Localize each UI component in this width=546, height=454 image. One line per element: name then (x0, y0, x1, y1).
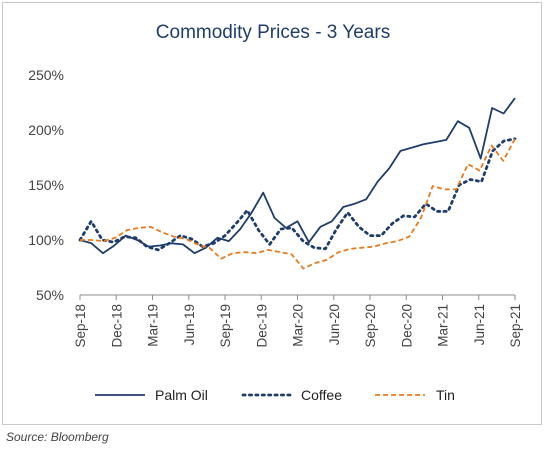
x-tick-label: Mar-19 (146, 304, 161, 347)
x-tick-label: Sep-19 (218, 304, 233, 348)
y-tick-label: 150% (28, 177, 64, 193)
x-tick-label: Mar-21 (436, 304, 451, 347)
source-note: Source: Bloomberg (6, 430, 109, 444)
y-tick-label: 250% (28, 67, 64, 83)
x-tick-label: Dec-20 (399, 304, 414, 348)
x-tick-label: Jun-21 (472, 304, 487, 345)
chart-title: Commodity Prices - 3 Years (155, 22, 391, 43)
y-tick-label: 100% (28, 232, 64, 248)
legend-label: Tin (436, 387, 455, 403)
x-tick-label: Jun-19 (182, 304, 197, 345)
legend-label: Coffee (301, 387, 342, 403)
series-line-tin (80, 138, 516, 270)
plot-area (78, 97, 517, 270)
legend-label: Palm Oil (155, 387, 208, 403)
series-line-coffee (78, 137, 517, 252)
x-tick-label: Jun-20 (327, 304, 342, 345)
y-tick-label: 200% (28, 122, 64, 138)
x-tick-label: Dec-19 (254, 304, 269, 348)
y-tick-label: 50% (36, 287, 64, 303)
x-tick-label: Sep-20 (363, 304, 378, 348)
x-tick-label: Sep-21 (508, 304, 523, 348)
x-tick-label: Mar-20 (291, 304, 306, 347)
series-line-palm-oil (79, 97, 516, 255)
axes: 50% 100% 150% 200% 250% Sep-18 Dec-18 Mar-19 Jun… (28, 67, 523, 348)
x-tick-label: Dec-18 (109, 304, 124, 348)
x-tick-label: Sep-18 (73, 304, 88, 348)
legend: Palm Oil Coffee Tin (95, 387, 455, 403)
